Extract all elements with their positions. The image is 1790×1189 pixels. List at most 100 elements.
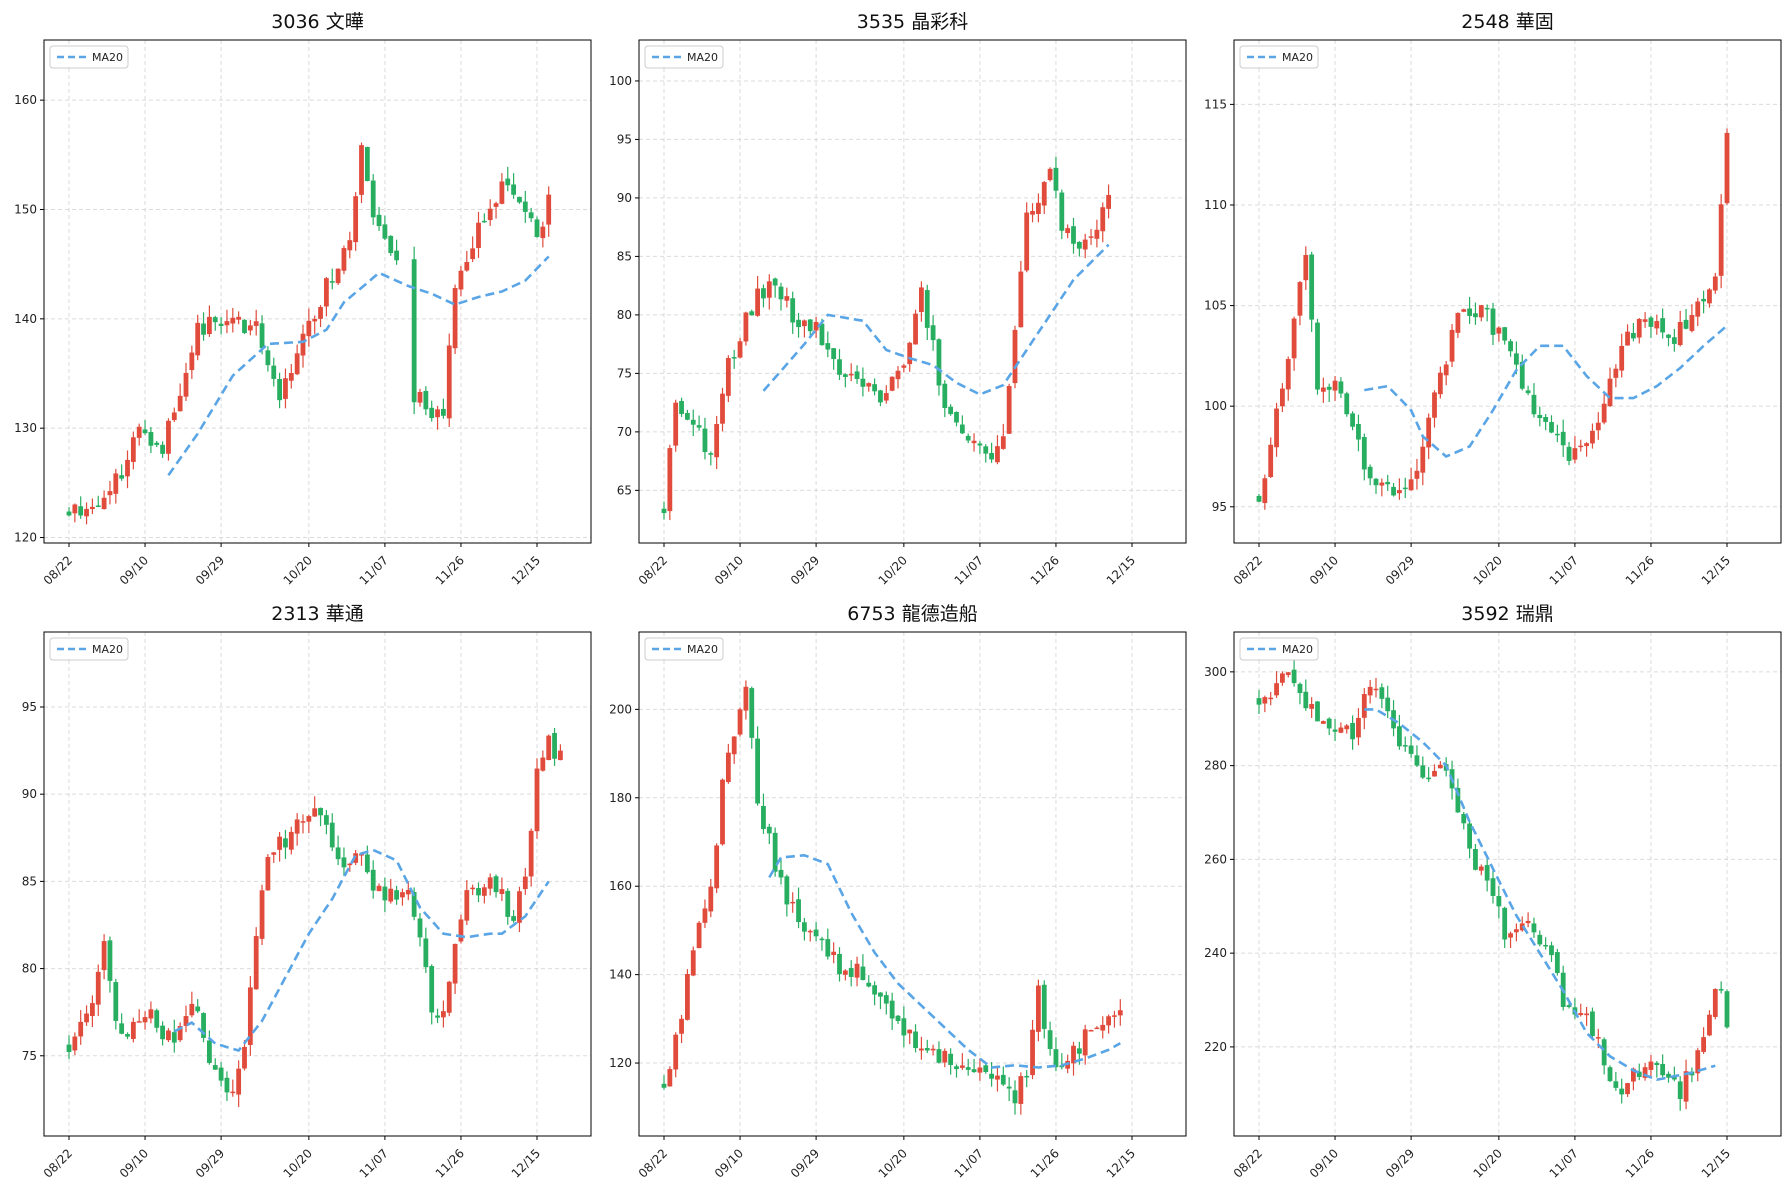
candle-body <box>1707 1014 1712 1036</box>
candle-body <box>160 444 165 454</box>
candle-body <box>930 325 936 341</box>
candle-body <box>312 808 318 817</box>
candle-body <box>819 323 825 346</box>
y-tick-label: 110 <box>1204 198 1227 212</box>
y-tick-label: 240 <box>1204 946 1227 960</box>
chart-panel: 2313 華通 75 80 85 90 95 08/22 09/10 09/29 10/20 11/… <box>22 603 592 1181</box>
candle-body <box>271 852 277 855</box>
x-tick-label: 09/10 <box>712 553 746 587</box>
candle-body <box>78 506 84 516</box>
candle-body <box>913 1031 918 1049</box>
candle-body <box>1590 430 1595 444</box>
candle-body <box>242 1046 247 1069</box>
candle-body <box>101 497 107 510</box>
candle-body <box>1059 192 1065 231</box>
candle-body <box>528 212 534 219</box>
candle-body <box>1613 1081 1619 1088</box>
candle-body <box>1519 361 1525 389</box>
x-tick-label: 11/07 <box>952 1146 986 1180</box>
candle-body <box>878 992 883 997</box>
candle-body <box>1053 167 1059 191</box>
candle-body <box>470 887 476 890</box>
chart-title: 6753 龍德造船 <box>847 603 977 625</box>
candle-body <box>1566 446 1572 461</box>
candle-body <box>505 890 511 917</box>
candle-body <box>1718 989 1724 991</box>
legend-label: MA20 <box>1282 643 1313 656</box>
candle-body <box>125 459 130 477</box>
candle-body <box>499 889 505 894</box>
candle-body <box>1030 1029 1035 1076</box>
candle-body <box>948 406 954 415</box>
candle-body <box>901 365 907 368</box>
candle-body <box>1660 318 1666 333</box>
y-tick-label: 115 <box>1204 97 1227 111</box>
candle-body <box>1671 1076 1677 1080</box>
y-tick-label: 95 <box>1212 500 1227 514</box>
y-tick-label: 130 <box>14 421 37 435</box>
candle-body <box>540 226 546 239</box>
candle-body <box>171 1032 177 1043</box>
candle-body <box>1297 282 1303 316</box>
candle-body <box>84 1013 89 1023</box>
candle-body <box>1549 945 1554 956</box>
candle-body <box>247 325 253 331</box>
candle-body <box>324 278 329 307</box>
candle-body <box>1356 717 1361 738</box>
candle-body <box>1006 1086 1012 1089</box>
candle-body <box>247 987 253 1045</box>
y-tick-label: 200 <box>609 702 632 716</box>
candle-body <box>755 738 760 804</box>
candle-body <box>854 371 860 380</box>
candle-body <box>458 270 464 290</box>
ma20-line <box>167 255 550 476</box>
candle-body <box>1402 745 1408 747</box>
candle-body <box>1315 701 1320 722</box>
candle-body <box>1280 673 1285 683</box>
candle-body <box>690 950 696 976</box>
x-tick-label: 11/07 <box>357 553 391 587</box>
candle-body <box>335 847 341 860</box>
candle-body <box>522 876 528 890</box>
candle-body <box>743 686 749 711</box>
candle-body <box>1262 697 1268 704</box>
candle-body <box>1326 386 1332 390</box>
candle-body <box>778 286 784 300</box>
candle-body <box>796 319 801 328</box>
candle-body <box>318 807 323 816</box>
candle-body <box>1426 777 1432 780</box>
candle-body <box>1065 228 1071 234</box>
plot-frame <box>1233 39 1782 544</box>
candle-body <box>265 350 271 366</box>
x-tick-label: 10/20 <box>281 1146 315 1180</box>
candle-body <box>1344 725 1350 730</box>
candle-body <box>364 146 370 182</box>
candle-body <box>517 196 522 203</box>
candle-body <box>1595 1037 1601 1039</box>
candle-body <box>236 1068 242 1095</box>
candle-body <box>1473 313 1478 318</box>
candle-body <box>487 208 493 221</box>
candle-body <box>737 709 743 735</box>
candle-body <box>661 1083 667 1088</box>
candle-body <box>977 443 983 446</box>
candle-body <box>1012 1090 1018 1104</box>
candle-body <box>1695 301 1701 317</box>
candle-body <box>1402 487 1408 490</box>
candle-body <box>720 779 725 845</box>
candle-body <box>1642 319 1648 322</box>
candle-body <box>347 863 353 866</box>
candle-body <box>230 1091 236 1094</box>
candle-body <box>1373 688 1379 691</box>
candle-body <box>1361 694 1367 718</box>
candle-body <box>1432 770 1437 777</box>
candle-body <box>1397 490 1402 494</box>
candle-body <box>1414 755 1420 766</box>
candle-body <box>546 735 552 761</box>
x-tick-label: 11/26 <box>1623 1146 1657 1180</box>
y-tick-label: 85 <box>617 249 632 263</box>
legend-label: MA20 <box>92 643 123 656</box>
candle-body <box>546 194 552 225</box>
candle-body <box>218 1067 224 1081</box>
